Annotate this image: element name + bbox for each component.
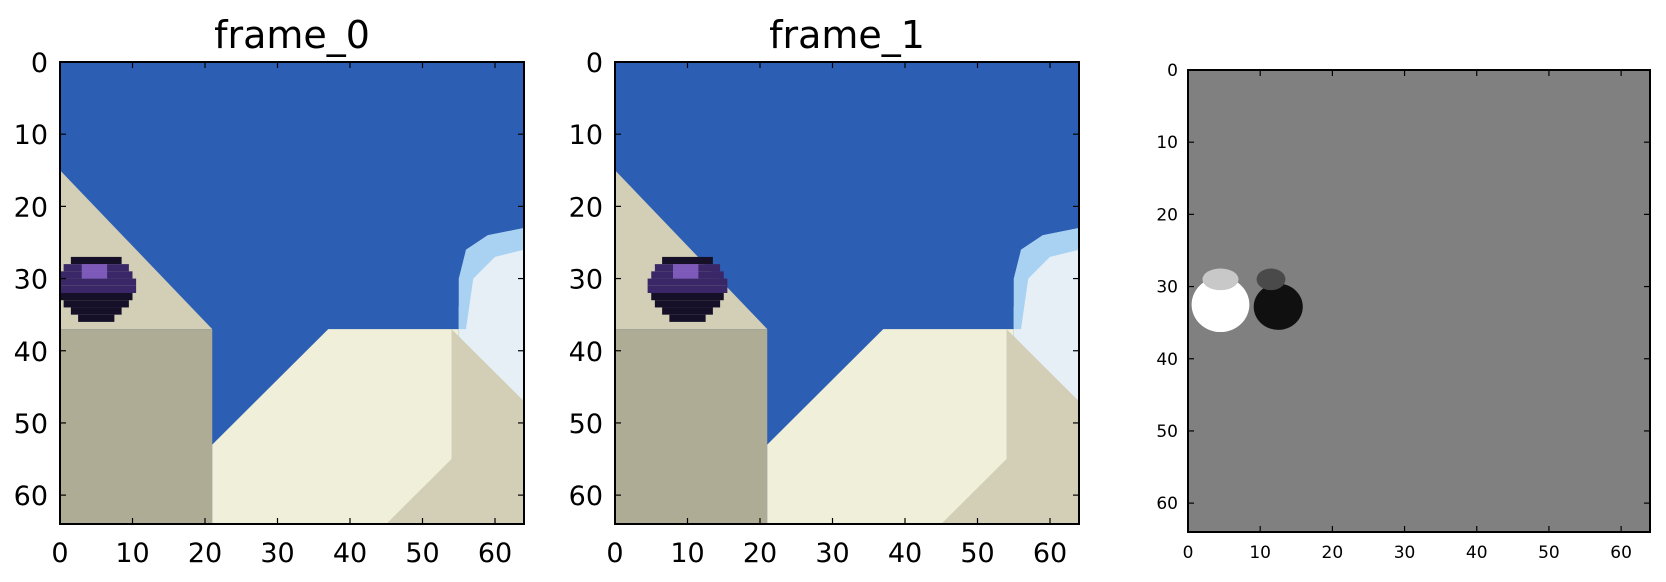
x-tick-label: 0 bbox=[51, 538, 68, 569]
y-tick-label: 50 bbox=[569, 409, 603, 440]
positive-difference-blob bbox=[1191, 277, 1250, 333]
frame-0-image bbox=[60, 62, 524, 524]
x-tick-label: 10 bbox=[115, 538, 149, 569]
difference-ticks: 0 10 20 30 40 50 60 0 10 20 30 40 50 60 bbox=[1156, 61, 1650, 563]
y-tick-label: 20 bbox=[569, 192, 603, 223]
left-wall bbox=[60, 329, 213, 524]
x-tick-label: 50 bbox=[1538, 543, 1560, 563]
positive-difference-blob-top bbox=[1202, 268, 1239, 291]
y-tick-label: 0 bbox=[31, 48, 48, 79]
x-tick-label: 50 bbox=[405, 538, 439, 569]
x-tick-label: 20 bbox=[1322, 543, 1344, 563]
x-tick-label: 50 bbox=[960, 538, 994, 569]
ice-edge bbox=[458, 228, 524, 330]
y-tick-label: 30 bbox=[569, 265, 603, 296]
x-tick-label: 60 bbox=[478, 538, 512, 569]
frame-1-title: frame_1 bbox=[769, 13, 925, 57]
ice-edge bbox=[1013, 228, 1079, 330]
frame-0-title: frame_0 bbox=[214, 13, 370, 57]
x-tick-label: 20 bbox=[743, 538, 777, 569]
x-tick-label: 40 bbox=[333, 538, 367, 569]
y-tick-label: 10 bbox=[14, 120, 48, 151]
y-tick-label: 30 bbox=[1156, 278, 1178, 298]
x-tick-label: 60 bbox=[1610, 543, 1632, 563]
right-slope bbox=[941, 329, 1079, 524]
difference-axes-frame bbox=[1187, 69, 1651, 533]
right-slope bbox=[386, 329, 524, 524]
frame-1-image bbox=[615, 62, 1079, 524]
y-tick-label: 50 bbox=[1156, 422, 1178, 442]
ball-sprite bbox=[647, 256, 728, 322]
y-tick-label: 60 bbox=[1156, 494, 1178, 514]
x-tick-label: 10 bbox=[670, 538, 704, 569]
negative-difference-blob-top bbox=[1256, 268, 1286, 291]
x-tick-label: 20 bbox=[188, 538, 222, 569]
x-tick-label: 0 bbox=[1183, 543, 1194, 563]
y-tick-label: 0 bbox=[586, 48, 603, 79]
x-tick-label: 0 bbox=[606, 538, 623, 569]
x-tick-label: 60 bbox=[1033, 538, 1067, 569]
frame-0-axes-frame bbox=[59, 61, 525, 525]
frame-1-axes-frame bbox=[614, 61, 1080, 525]
y-tick-label: 60 bbox=[569, 481, 603, 512]
x-tick-label: 40 bbox=[888, 538, 922, 569]
y-tick-label: 30 bbox=[14, 265, 48, 296]
path-surface bbox=[212, 329, 459, 524]
x-tick-label: 30 bbox=[1394, 543, 1416, 563]
y-tick-label: 10 bbox=[569, 120, 603, 151]
negative-difference-blob bbox=[1253, 283, 1303, 330]
ball-sprite bbox=[60, 256, 137, 322]
y-tick-label: 50 bbox=[14, 409, 48, 440]
y-tick-label: 60 bbox=[14, 481, 48, 512]
left-wall bbox=[615, 329, 768, 524]
x-tick-label: 30 bbox=[815, 538, 849, 569]
difference-image bbox=[1188, 70, 1650, 532]
difference-panel: 0 10 20 30 40 50 60 0 10 20 30 40 50 60 bbox=[1156, 61, 1651, 563]
y-tick-label: 40 bbox=[569, 337, 603, 368]
x-tick-label: 10 bbox=[1249, 543, 1271, 563]
y-tick-label: 20 bbox=[14, 192, 48, 223]
y-tick-label: 20 bbox=[1156, 205, 1178, 225]
y-tick-label: 10 bbox=[1156, 133, 1178, 153]
y-tick-label: 40 bbox=[1156, 350, 1178, 370]
y-tick-label: 0 bbox=[1167, 61, 1178, 81]
y-tick-label: 40 bbox=[14, 337, 48, 368]
path-surface bbox=[767, 329, 1014, 524]
x-tick-label: 40 bbox=[1466, 543, 1488, 563]
x-tick-label: 30 bbox=[260, 538, 294, 569]
